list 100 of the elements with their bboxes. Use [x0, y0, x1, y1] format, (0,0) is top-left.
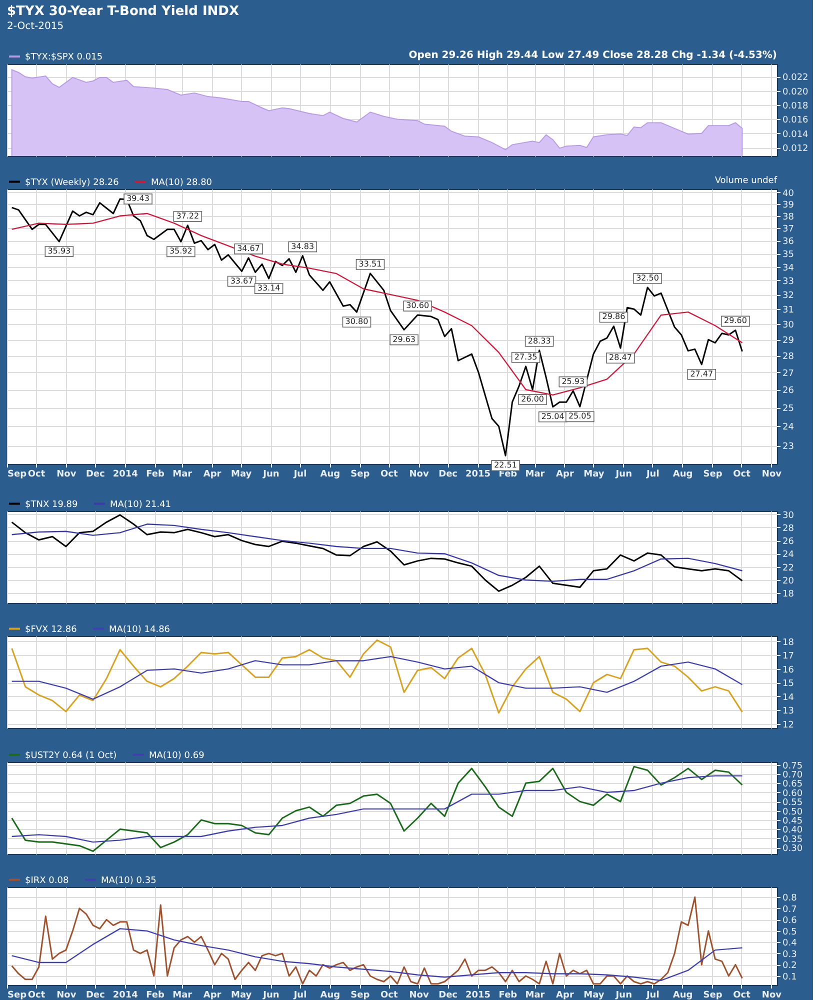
y-tick-label: 14 [782, 692, 794, 703]
y-tick-label: 0.4 [782, 938, 798, 949]
y-tick-label: 0.020 [782, 87, 809, 98]
x-tick-label: Jun [614, 470, 632, 480]
y-tick-label: 18 [782, 590, 794, 600]
line-series [11, 639, 743, 714]
x-tick-label: Sep [8, 990, 28, 1000]
y-tick-label: 0.2 [782, 961, 797, 972]
y-tick-label: 35 [782, 250, 794, 260]
legend-label: MA(10) 0.69 [149, 750, 205, 761]
y-tick-label: 0.45 [782, 816, 803, 826]
x-tick-label: Sep [8, 470, 28, 480]
legend-label: $UST2Y 0.64 (1 Oct) [25, 750, 117, 761]
legend-label: $IRX 0.08 [25, 876, 69, 886]
annotation: 29.63 [392, 334, 416, 344]
x-tick-label: Nov [762, 470, 782, 480]
annotation: 25.05 [568, 412, 592, 421]
legend-label: $FVX 12.86 [25, 624, 78, 635]
y-tick-label: 0.7 [782, 904, 797, 915]
y-tick-label: 0.022 [782, 73, 808, 84]
x-tick-label: Oct [733, 990, 752, 1000]
annotation: 27.47 [690, 369, 714, 378]
x-tick-label: Oct [380, 470, 398, 480]
annotation: 25.93 [562, 376, 585, 386]
legend-label: MA(10) 21.41 [110, 500, 172, 510]
x-tick-label: Jun [262, 990, 280, 1000]
text: Open 29.26 High 29.44 Low 27.49 Close 28.28 Chg -1.34 (-4.53%) [408, 50, 777, 61]
y-tick-label: 32 [782, 291, 794, 302]
annotation: 34.83 [291, 242, 314, 251]
x-tick-label: Feb [146, 470, 166, 480]
x-tick-label: Aug [672, 470, 693, 480]
annotation: 22.51 [494, 460, 517, 470]
annotation: 35.93 [48, 246, 71, 256]
line-series [11, 896, 743, 985]
annotation: 33.14 [257, 284, 280, 293]
y-tick-label: 0.30 [782, 844, 803, 854]
x-tick-label: 2015 [465, 470, 491, 480]
annotation: 39.43 [126, 194, 150, 203]
y-tick-label: 0.5 [782, 927, 797, 938]
x-tick-label: Mar [525, 990, 546, 1000]
x-tick-label: Nov [409, 470, 429, 480]
x-tick-label: Jul [292, 470, 307, 480]
annotation: 25.04 [541, 412, 564, 421]
y-tick-label: 0.50 [782, 807, 803, 818]
x-tick-label: Jun [262, 470, 280, 480]
y-tick-label: 0.1 [782, 972, 797, 982]
y-tick-label: 25 [782, 404, 794, 414]
x-tick-label: Nov [56, 470, 76, 480]
y-tick-label: 34 [782, 263, 794, 274]
y-tick-label: 0.018 [782, 102, 809, 112]
x-tick-label: Sep [703, 470, 723, 480]
x-tick-label: May [584, 470, 604, 480]
line-series [11, 514, 743, 592]
line-series [11, 766, 743, 852]
x-tick-label: 2014 [112, 470, 138, 480]
annotation: 27.35 [514, 352, 538, 362]
x-tick-label: Jun [614, 990, 632, 1000]
annotation: 29.86 [602, 312, 626, 322]
y-tick-label: 39 [782, 200, 794, 211]
x-tick-label: Dec [438, 990, 458, 1000]
x-tick-label: Apr [203, 470, 222, 480]
y-tick-label: 0.016 [782, 116, 809, 126]
x-tick-label: 2015 [465, 990, 491, 1000]
annotation: 29.60 [724, 316, 747, 326]
x-tick-label: Dec [86, 470, 105, 480]
y-tick-label: 40 [782, 188, 794, 199]
x-tick-label: Jul [645, 990, 660, 1000]
annotation: 37.22 [176, 211, 200, 220]
x-tick-label: Feb [146, 990, 166, 1000]
x-tick-label: Aug [320, 990, 340, 1000]
y-tick-label: 0.014 [782, 130, 809, 140]
x-tick-label: Feb [498, 990, 518, 1000]
legend-label: MA(10) 0.35 [101, 876, 156, 886]
y-tick-label: 20 [782, 576, 794, 586]
x-tick-label: Nov [409, 990, 429, 1000]
y-tick-label: 0.60 [782, 788, 803, 799]
y-tick-label: 33 [782, 276, 794, 287]
x-tick-label: Sep [350, 990, 370, 1000]
y-tick-label: 0.40 [782, 826, 803, 836]
x-tick-label: Dec [86, 990, 105, 1000]
annotation: 30.80 [345, 317, 368, 326]
x-tick-label: Mar [172, 990, 193, 1000]
legend-label: MA(10) 14.86 [109, 624, 170, 635]
x-tick-label: Oct [380, 990, 398, 1000]
y-tick-label: 0.35 [782, 834, 803, 845]
y-tick-label: 27 [782, 368, 794, 379]
annotation: 33.51 [358, 259, 382, 268]
y-tick-label: 24 [782, 422, 794, 433]
x-tick-label: Mar [172, 470, 193, 480]
annotation: 33.67 [230, 276, 254, 286]
y-tick-label: 36 [782, 237, 794, 248]
y-tick-label: 31 [782, 306, 794, 316]
x-tick-label: May [584, 990, 604, 1000]
text: Volume undef [714, 176, 778, 186]
y-tick-label: 0.6 [782, 916, 798, 926]
x-tick-label: Sep [703, 990, 723, 1000]
y-tick-label: 0.65 [782, 780, 803, 790]
y-tick-label: 0.8 [782, 894, 798, 904]
y-tick-label: 26 [782, 386, 794, 396]
y-tick-label: 37 [782, 224, 794, 235]
